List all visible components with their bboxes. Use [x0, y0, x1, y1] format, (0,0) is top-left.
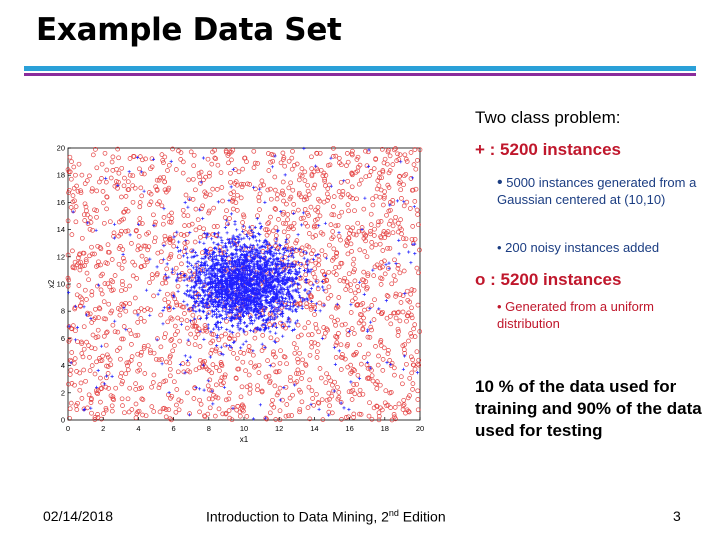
y-tick-label: 12 [57, 252, 65, 261]
y-axis-label: x2 [47, 279, 56, 288]
footer-date: 02/14/2018 [43, 508, 114, 524]
plus-class-bullet-1-marker: • [497, 174, 503, 191]
y-tick-label: 10 [57, 280, 65, 289]
x-tick-label: 10 [240, 424, 248, 433]
title-rule-blue [24, 66, 696, 71]
footer-page-number: 3 [673, 508, 681, 524]
x-tick-label: 2 [101, 424, 105, 433]
x-tick-label: 14 [310, 424, 318, 433]
x-tick-label: 12 [275, 424, 283, 433]
train-test-split-text: 10 % of the data used for training and 9… [475, 377, 702, 440]
x-tick-label: 18 [381, 424, 389, 433]
x-tick-label: 4 [136, 424, 140, 433]
o-class-label: o : 5200 instances [475, 270, 622, 289]
x-axis-label: x1 [240, 435, 249, 444]
footer-course-sup: nd [388, 508, 399, 518]
y-tick-label: 8 [61, 307, 65, 316]
o-class-bullet: • Generated from a uniform distribution [497, 299, 655, 331]
y-tick-label: 20 [57, 144, 65, 153]
y-tick-label: 14 [57, 225, 65, 234]
plus-class-bullet-1: • 5000 instances generated from a Gaussi… [497, 174, 697, 208]
x-tick-label: 16 [345, 424, 353, 433]
scatter-plot: 0 2 4 6 8 10 12 14 16 18 20 0 2 4 6 8 10 12 14 16 18 20 x1 x2 [46, 142, 436, 446]
problem-heading: Two class problem: [475, 108, 621, 127]
scatter-plot-svg: 0 2 4 6 8 10 12 14 16 18 20 0 2 4 6 8 10 12 14 16 18 20 x1 x2 [47, 144, 424, 445]
footer-course-suffix: Edition [398, 508, 446, 525]
x-tick-label: 20 [416, 424, 424, 433]
x-tick-label: 0 [66, 424, 70, 433]
y-tick-label: 16 [57, 198, 65, 207]
y-tick-label: 18 [57, 171, 65, 180]
footer-course: Introduction to Data Mining, 2nd Edition [206, 508, 446, 525]
plus-class-bullet-1-text: 5000 instances generated from a Gaussian… [497, 175, 697, 207]
footer-course-prefix: Introduction to Data Mining, 2 [206, 508, 389, 525]
x-tick-label: 8 [207, 424, 211, 433]
plus-class-bullet-2: • 200 noisy instances added [497, 240, 660, 255]
title-rule-purple [24, 73, 696, 76]
x-tick-label: 6 [172, 424, 176, 433]
y-tick-label: 2 [61, 388, 65, 397]
y-tick-label: 4 [61, 361, 65, 370]
slide-title: Example Data Set [36, 12, 342, 48]
y-tick-label: 6 [61, 334, 65, 343]
plus-class-label: + : 5200 instances [475, 140, 622, 159]
series-plus-class [67, 146, 420, 421]
y-tick-label: 0 [61, 416, 65, 425]
